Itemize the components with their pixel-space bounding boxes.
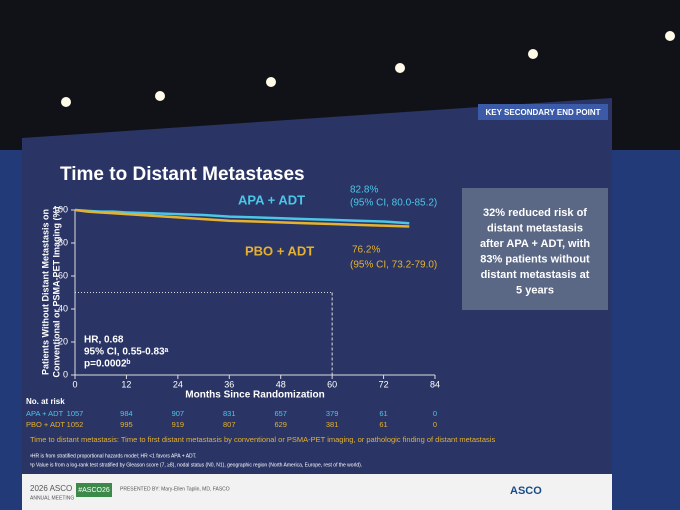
banner-box — [478, 104, 608, 120]
at-risk-value: 984 — [120, 409, 133, 418]
stat: HR, 0.68 — [84, 335, 124, 346]
banner: KEY SECONDARY END POINT — [486, 108, 601, 117]
at-risk-value: 629 — [274, 420, 287, 429]
callout-line: 5 years — [516, 284, 554, 296]
y-tick-label: 80 — [58, 237, 68, 247]
footer — [22, 474, 612, 510]
y-axis-label: Conventional or PSMA-PET Imaging (%) — [51, 206, 61, 377]
hashtag-box — [76, 483, 112, 497]
at-risk-value: 907 — [172, 409, 185, 418]
y-tick-label: 40 — [58, 303, 68, 313]
at-risk-name: PBO + ADT — [26, 420, 65, 429]
y-tick-label: 0 — [63, 369, 68, 379]
at-risk-value: 1057 — [67, 409, 84, 418]
x-tick-label: 60 — [327, 379, 337, 389]
x-tick-label: 12 — [121, 379, 131, 389]
footnote: ᵇp Value is from a log-rank test stratif… — [30, 462, 362, 468]
callout: 32% reduced risk of distant metastasis aft… — [480, 207, 590, 297]
callout-line: 32% reduced risk of — [483, 207, 587, 219]
at-risk-value: 61 — [379, 409, 387, 418]
y-tick-label: 60 — [58, 270, 68, 280]
annotation: (95% CI, 80.0-85.2) — [350, 198, 437, 209]
x-tick-label: 84 — [430, 379, 440, 389]
series-line — [74, 208, 410, 228]
chart-title: Time to Distant Metastases — [60, 164, 305, 185]
y-tick-label: 20 — [58, 336, 68, 346]
at-risk-value: 61 — [379, 420, 387, 429]
x-tick-label: 0 — [72, 379, 77, 389]
callout-line: after APA + ADT, with — [480, 238, 590, 250]
x-tick-label: 24 — [173, 379, 183, 389]
meeting: 2026 ASCO — [30, 484, 72, 493]
callout-line: 83% patients without — [480, 253, 590, 265]
callout-line: distant metastasis at — [481, 269, 590, 281]
legend-pbo: PBO + ADT — [245, 243, 314, 258]
at-risk-value: 657 — [274, 409, 287, 418]
x-tick-label: 72 — [379, 379, 389, 389]
at-risk-value: 0 — [433, 420, 437, 429]
lights — [61, 31, 675, 107]
at-risk-value: 379 — [326, 409, 339, 418]
footnote: ᵃHR is from stratified proportional haza… — [30, 453, 197, 459]
annotation: 76.2% — [352, 245, 380, 256]
at-risk-value: 995 — [120, 420, 133, 429]
legend-apa: APA + ADT — [238, 192, 305, 207]
x-tick-label: 36 — [224, 379, 234, 389]
meeting: ANNUAL MEETING — [30, 495, 74, 501]
callout-box — [462, 188, 608, 310]
x-axis-label: Months Since Randomization — [185, 390, 324, 401]
at-risk-value: 381 — [326, 420, 339, 429]
at-risk-value: 807 — [223, 420, 236, 429]
hashtag: #ASCO26 — [78, 487, 110, 494]
at-risk-name: APA + ADT — [26, 409, 64, 418]
at-risk-value: 919 — [172, 420, 185, 429]
definition: Time to distant metastasis: Time to firs… — [30, 435, 495, 444]
annotation: 82.8% — [350, 185, 378, 196]
at-risk-value: 1052 — [67, 420, 84, 429]
at-risk-value: 831 — [223, 409, 236, 418]
stat: p=0.0002ᵇ — [84, 359, 131, 370]
callout-line: distant metastasis — [487, 222, 583, 234]
annotation: (95% CI, 73.2-79.0) — [350, 260, 437, 271]
presenter: PRESENTED BY: Mary-Ellen Taplin, MD, FAS… — [120, 486, 230, 492]
y-tick-label: 100 — [53, 204, 68, 214]
at-risk-title: No. at risk — [26, 397, 65, 406]
logo: ASCO — [510, 485, 542, 497]
at-risk-value: 0 — [433, 409, 437, 418]
x-tick-label: 48 — [276, 379, 286, 389]
y-axis-label: Patients Without Distant Metastasis on — [40, 209, 50, 375]
stat: 95% CI, 0.55-0.83ᵃ — [84, 347, 169, 358]
